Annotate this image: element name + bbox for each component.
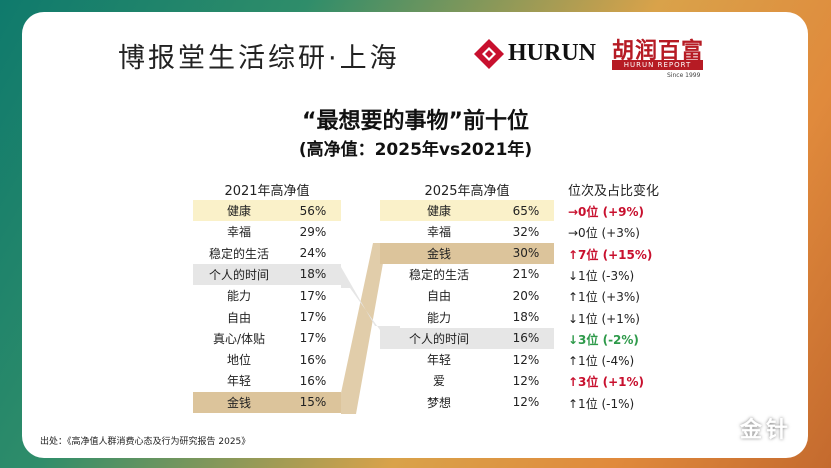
table-row: 金钱 15% — [193, 391, 341, 413]
item-percent: 12% — [512, 352, 540, 367]
item-name: 金钱 — [426, 246, 451, 261]
item-name: 地位 — [226, 353, 251, 368]
item-name: 自由 — [426, 289, 451, 304]
table-row: 真心/体贴 17% — [193, 328, 341, 349]
item-name: 幸福 — [226, 225, 251, 240]
table-row: 幸福 29% — [193, 221, 341, 242]
item-percent: 16% — [299, 352, 327, 367]
sub-title: (高净值：2025年vs2021年) — [298, 140, 533, 160]
item-name: 能力 — [426, 310, 451, 325]
change-item: ↑1位 (-1%) — [568, 396, 635, 411]
item-name: 稳定的生活 — [408, 267, 469, 282]
item-name: 年轻 — [426, 353, 451, 368]
item-percent: 15% — [299, 395, 327, 410]
item-name: 稳定的生活 — [208, 246, 269, 261]
item-percent: 17% — [299, 310, 327, 324]
item-percent: 21% — [512, 267, 540, 282]
table-row: 年轻 12% — [380, 349, 554, 370]
table-row: 健康 65% — [380, 200, 554, 221]
table-row: 健康 56% — [193, 200, 341, 221]
item-name: 健康 — [426, 204, 451, 218]
change-item: →0位 (+9%) — [568, 205, 644, 219]
item-name: 个人的时间 — [208, 267, 269, 282]
change-item: ↓3位 (-2%) — [568, 332, 639, 347]
item-percent: 18% — [299, 267, 327, 282]
item-percent: 12% — [512, 373, 540, 388]
item-name: 年轻 — [226, 374, 251, 389]
item-name: 梦想 — [426, 395, 451, 410]
table-row: 幸福 32% — [380, 221, 554, 242]
change-header: 位次及占比变化 — [568, 184, 660, 199]
watermark: 金针 — [740, 418, 793, 443]
table-row: 能力 18% — [380, 307, 554, 328]
table-row: 能力 17% — [193, 285, 341, 306]
item-percent: 12% — [512, 395, 540, 410]
source-note: 出处：《高净值人群消费心态及行为研究报告 2025》 — [40, 437, 251, 447]
item-percent: 29% — [299, 224, 327, 239]
flow-band-money — [341, 243, 400, 414]
table-row: 个人的时间 18% — [193, 263, 341, 285]
table-row: 自由 20% — [380, 285, 554, 306]
item-percent: 18% — [512, 310, 540, 324]
table-row: 年轻 16% — [193, 370, 341, 391]
item-percent: 16% — [299, 373, 327, 388]
hurun-wordmark: HURUN — [508, 40, 596, 66]
item-percent: 65% — [512, 203, 540, 218]
hakuhodo-title: 博报堂生活综研·上海 — [118, 43, 400, 74]
slide-card — [22, 12, 808, 458]
table-row: 稳定的生活 21% — [380, 264, 554, 285]
table-row: 稳定的生活 24% — [193, 243, 341, 264]
item-percent: 32% — [512, 224, 540, 239]
change-item: ↑7位 (+15%) — [568, 247, 653, 262]
table-row: 梦想 12% — [380, 392, 554, 413]
item-percent: 17% — [299, 288, 327, 303]
header-2021: 2021年高净值 — [193, 180, 341, 202]
table-row: 地位 16% — [193, 349, 341, 370]
item-name: 自由 — [226, 310, 251, 325]
header-2025: 2025年高净值 — [380, 180, 554, 202]
item-name: 能力 — [226, 289, 251, 304]
change-item: ↑3位 (+1%) — [568, 375, 644, 390]
table-row: 自由 17% — [193, 307, 341, 328]
main-title: “最想要的事物”前十位 — [302, 109, 529, 134]
item-name: 个人的时间 — [408, 331, 469, 346]
change-item: ↓1位 (-3%) — [568, 268, 635, 283]
item-percent: 16% — [512, 331, 540, 346]
item-percent: 24% — [299, 246, 327, 261]
item-name: 金钱 — [226, 395, 251, 410]
table-row: 爱 12% — [380, 370, 554, 391]
table-row: 个人的时间 16% — [380, 327, 554, 349]
change-item: ↓1位 (+1%) — [568, 311, 640, 326]
item-name: 爱 — [432, 374, 445, 389]
since-label: Since 1999 — [667, 72, 701, 79]
hurun-logo-icon — [474, 39, 504, 69]
change-item: ↑1位 (+3%) — [568, 290, 640, 305]
item-percent: 30% — [512, 246, 540, 261]
item-percent: 56% — [299, 203, 327, 218]
item-name: 幸福 — [426, 225, 451, 240]
change-item: →0位 (+3%) — [568, 226, 640, 241]
change-item: ↑1位 (-4%) — [568, 354, 635, 369]
hurun-report-band: HURUN REPORT — [612, 60, 703, 70]
item-percent: 17% — [299, 331, 327, 346]
item-percent: 20% — [512, 288, 540, 303]
item-name: 健康 — [226, 204, 251, 218]
table-row: 金钱 30% — [380, 242, 554, 264]
hurun-cn-logo: 胡润百富 — [612, 39, 705, 64]
item-name: 真心/体贴 — [212, 331, 266, 346]
